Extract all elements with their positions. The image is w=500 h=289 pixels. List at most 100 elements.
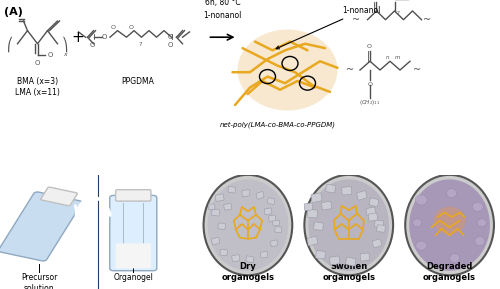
FancyBboxPatch shape — [360, 253, 370, 261]
Text: O: O — [35, 60, 40, 66]
Text: O: O — [366, 45, 372, 49]
FancyBboxPatch shape — [342, 187, 352, 195]
Circle shape — [208, 179, 288, 271]
Text: $(CH_2)_{11}$: $(CH_2)_{11}$ — [360, 99, 380, 108]
Text: n: n — [386, 55, 389, 60]
FancyBboxPatch shape — [372, 239, 382, 248]
FancyBboxPatch shape — [116, 243, 151, 268]
Ellipse shape — [416, 241, 427, 250]
Text: 7: 7 — [138, 42, 142, 47]
Text: O: O — [111, 25, 116, 30]
Text: O: O — [168, 42, 173, 49]
Ellipse shape — [434, 207, 466, 234]
Text: UV photodegradation: UV photodegradation — [367, 160, 464, 168]
FancyBboxPatch shape — [366, 207, 376, 216]
Text: O: O — [129, 25, 134, 30]
FancyBboxPatch shape — [369, 198, 378, 207]
Text: ⎞: ⎞ — [62, 36, 68, 51]
FancyBboxPatch shape — [208, 204, 215, 210]
Text: Organogel: Organogel — [114, 273, 153, 282]
FancyBboxPatch shape — [346, 257, 356, 266]
Circle shape — [308, 179, 389, 271]
FancyBboxPatch shape — [246, 256, 254, 263]
FancyBboxPatch shape — [314, 222, 324, 231]
FancyBboxPatch shape — [268, 215, 276, 221]
Ellipse shape — [472, 202, 484, 211]
FancyBboxPatch shape — [304, 203, 312, 211]
FancyArrowPatch shape — [210, 34, 233, 40]
Circle shape — [409, 179, 490, 271]
Text: O: O — [368, 82, 372, 87]
FancyBboxPatch shape — [218, 223, 226, 229]
Text: O: O — [48, 52, 53, 58]
FancyBboxPatch shape — [242, 190, 250, 197]
Text: PPGDMA: PPGDMA — [121, 77, 154, 86]
FancyBboxPatch shape — [224, 203, 232, 210]
Text: ⎛: ⎛ — [7, 36, 14, 51]
FancyBboxPatch shape — [307, 236, 318, 246]
FancyBboxPatch shape — [256, 192, 264, 199]
Text: ~: ~ — [352, 15, 360, 25]
FancyBboxPatch shape — [232, 255, 240, 262]
FancyBboxPatch shape — [376, 225, 386, 232]
Ellipse shape — [478, 219, 486, 227]
Text: Dry
organogels: Dry organogels — [222, 262, 274, 282]
Text: Precursor
solution: Precursor solution — [21, 273, 58, 289]
FancyBboxPatch shape — [368, 213, 378, 221]
FancyBboxPatch shape — [116, 190, 151, 201]
FancyBboxPatch shape — [220, 249, 228, 256]
Text: net-poly(LMA-co-BMA-co-PPGDM): net-poly(LMA-co-BMA-co-PPGDM) — [220, 122, 336, 128]
FancyBboxPatch shape — [330, 256, 340, 265]
FancyBboxPatch shape — [0, 192, 82, 261]
Text: ~: ~ — [412, 65, 420, 75]
Circle shape — [204, 175, 292, 275]
Ellipse shape — [416, 195, 428, 205]
Ellipse shape — [238, 29, 338, 110]
Ellipse shape — [475, 236, 485, 246]
Text: O: O — [90, 42, 95, 49]
Text: BMA (x=3): BMA (x=3) — [17, 77, 58, 86]
FancyBboxPatch shape — [41, 187, 78, 206]
FancyBboxPatch shape — [322, 201, 332, 210]
Text: x: x — [64, 52, 67, 57]
FancyBboxPatch shape — [216, 194, 224, 201]
Circle shape — [405, 175, 494, 275]
Text: (A): (A) — [4, 7, 23, 16]
FancyBboxPatch shape — [311, 193, 322, 203]
Text: m: m — [395, 55, 400, 60]
FancyBboxPatch shape — [228, 186, 235, 193]
FancyBboxPatch shape — [275, 227, 281, 233]
FancyBboxPatch shape — [308, 209, 318, 218]
FancyBboxPatch shape — [212, 237, 220, 245]
Text: ~: ~ — [346, 65, 354, 75]
Text: +: + — [71, 30, 84, 45]
FancyBboxPatch shape — [272, 220, 280, 226]
FancyBboxPatch shape — [110, 195, 157, 271]
Text: Polymerization: Polymerization — [43, 159, 126, 169]
Ellipse shape — [450, 254, 460, 263]
Text: (B): (B) — [12, 159, 28, 169]
Text: 7: 7 — [397, 11, 400, 16]
Text: O: O — [168, 34, 173, 40]
FancyBboxPatch shape — [264, 208, 272, 215]
Ellipse shape — [446, 188, 456, 198]
FancyBboxPatch shape — [316, 251, 326, 259]
Text: AIBN
6h, 80 °C
1-nonanol: AIBN 6h, 80 °C 1-nonanol — [204, 0, 242, 20]
Text: LMA (x=11): LMA (x=11) — [15, 88, 60, 97]
FancyBboxPatch shape — [356, 191, 367, 200]
Text: Swelling: Swelling — [282, 160, 320, 168]
FancyBboxPatch shape — [260, 251, 268, 258]
Circle shape — [304, 175, 393, 275]
Ellipse shape — [413, 219, 422, 227]
Text: ~: ~ — [424, 15, 432, 25]
Text: (C): (C) — [206, 159, 223, 169]
FancyBboxPatch shape — [268, 198, 275, 205]
Text: 1-nonanol: 1-nonanol — [276, 6, 381, 49]
Text: Swollen
organogels: Swollen organogels — [322, 262, 375, 282]
FancyBboxPatch shape — [212, 209, 220, 216]
FancyBboxPatch shape — [374, 220, 384, 228]
Text: Degraded
organogels: Degraded organogels — [423, 262, 476, 282]
Text: O: O — [102, 34, 107, 40]
FancyBboxPatch shape — [326, 184, 336, 193]
FancyBboxPatch shape — [270, 240, 278, 247]
